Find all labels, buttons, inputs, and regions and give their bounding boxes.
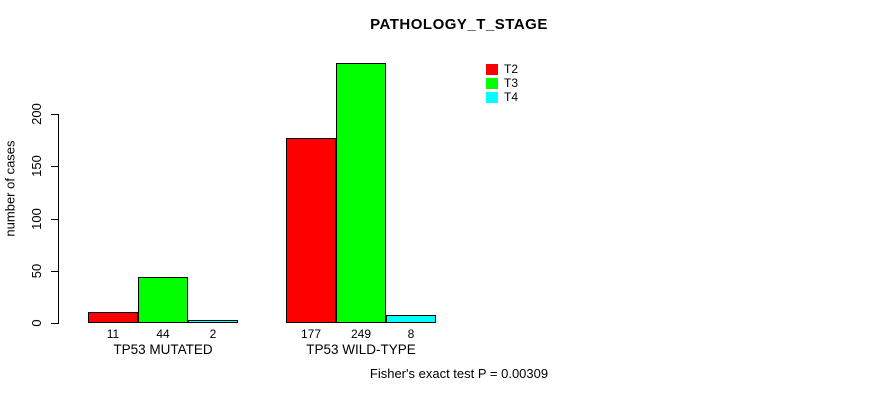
- bar-value-label: 44: [156, 327, 170, 341]
- legend-label-t2: T2: [504, 62, 519, 76]
- legend-swatch-t2: [486, 63, 498, 75]
- y-axis-tick: [51, 271, 58, 272]
- y-axis-label: number of cases: [2, 140, 18, 237]
- bar-value-label: 177: [300, 327, 322, 341]
- bar-value-label: 249: [350, 327, 372, 341]
- y-axis-tick-label: 50: [29, 263, 44, 279]
- bar-tp53-wild-type-t2: [286, 138, 336, 323]
- bar-tp53-wild-type-t3: [336, 63, 386, 323]
- bar-value-label: 8: [407, 327, 415, 341]
- legend-swatch-t3: [486, 77, 498, 89]
- bar-tp53-mutated-t3: [138, 277, 188, 323]
- chart-title: PATHOLOGY_T_STAGE: [370, 16, 548, 33]
- bar-tp53-mutated-t4: [188, 320, 238, 323]
- y-axis-tick-label: 0: [29, 319, 44, 327]
- bar-tp53-wild-type-t4: [386, 315, 436, 323]
- legend-label-t3: T3: [504, 76, 519, 90]
- y-axis-line: [58, 114, 59, 324]
- y-axis-tick-label: 100: [29, 208, 44, 230]
- y-axis-tick: [51, 166, 58, 167]
- bar-tp53-mutated-t2: [88, 312, 138, 323]
- y-axis-tick-label: 200: [29, 103, 44, 125]
- legend-item-t4: T4: [486, 90, 518, 104]
- legend: T2 T3 T4: [486, 62, 518, 104]
- bar-value-label: 11: [106, 327, 120, 341]
- bar-value-label: 2: [209, 327, 217, 341]
- legend-swatch-t4: [486, 91, 498, 103]
- y-axis-tick: [51, 114, 58, 115]
- legend-item-t2: T2: [486, 62, 518, 76]
- stat-annotation: Fisher's exact test P = 0.00309: [369, 366, 549, 381]
- y-axis-tick: [51, 323, 58, 324]
- y-axis-tick-label: 150: [29, 155, 44, 177]
- category-label: TP53 WILD-TYPE: [306, 342, 416, 357]
- category-label: TP53 MUTATED: [113, 342, 213, 357]
- legend-item-t3: T3: [486, 76, 518, 90]
- legend-label-t4: T4: [504, 90, 519, 104]
- y-axis-tick: [51, 219, 58, 220]
